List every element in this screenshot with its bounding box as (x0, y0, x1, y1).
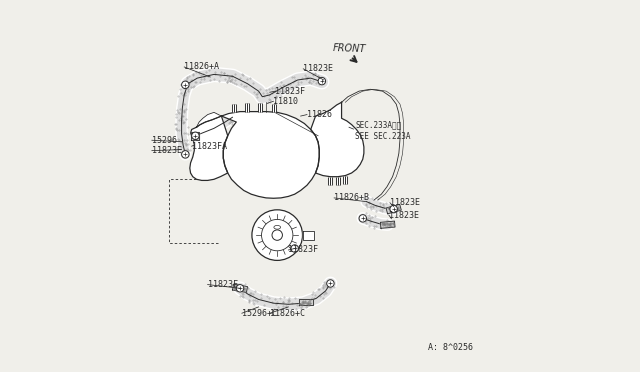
Text: 11823E: 11823E (303, 64, 333, 73)
Text: 11823E: 11823E (152, 146, 182, 155)
Circle shape (191, 132, 199, 140)
Circle shape (182, 151, 189, 158)
Text: 11826+A: 11826+A (184, 62, 220, 71)
Circle shape (390, 205, 397, 213)
Polygon shape (221, 112, 319, 198)
Circle shape (236, 285, 244, 292)
Circle shape (291, 245, 298, 252)
Text: 15296: 15296 (152, 136, 177, 145)
Circle shape (326, 280, 334, 287)
Polygon shape (191, 132, 200, 140)
Text: FRONT: FRONT (333, 43, 367, 54)
Polygon shape (196, 112, 221, 127)
Circle shape (272, 230, 282, 240)
Text: 11823FA: 11823FA (191, 142, 227, 151)
Polygon shape (299, 299, 313, 305)
Polygon shape (310, 102, 364, 177)
Text: 11826: 11826 (307, 110, 332, 119)
Circle shape (252, 210, 303, 260)
Text: 11826+C: 11826+C (270, 309, 305, 318)
Text: 11810: 11810 (273, 97, 298, 106)
Polygon shape (232, 284, 248, 292)
Text: 11823F: 11823F (289, 246, 318, 254)
Text: 11826+B: 11826+B (334, 193, 369, 202)
Text: 11823F: 11823F (207, 280, 237, 289)
Text: 11823E: 11823E (389, 211, 419, 219)
Text: 11823E: 11823E (390, 198, 420, 207)
Circle shape (182, 81, 189, 89)
Polygon shape (190, 116, 228, 180)
Text: A: 8^0256: A: 8^0256 (428, 343, 473, 352)
Text: 15296+C: 15296+C (242, 309, 277, 318)
Text: 11823F: 11823F (275, 87, 305, 96)
Text: SEC.233A参照
SEE SEC.223A: SEC.233A参照 SEE SEC.223A (355, 121, 411, 141)
Circle shape (359, 215, 367, 222)
Ellipse shape (274, 225, 280, 229)
Circle shape (318, 77, 326, 85)
Circle shape (262, 219, 293, 251)
Polygon shape (380, 221, 395, 228)
Polygon shape (303, 231, 314, 240)
Polygon shape (386, 204, 401, 214)
